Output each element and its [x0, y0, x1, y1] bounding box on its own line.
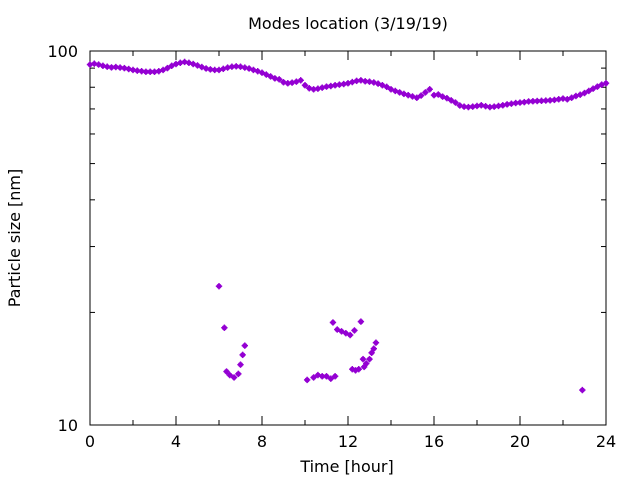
main-mode-point: [529, 98, 537, 105]
x-tick-label: 0: [85, 432, 95, 451]
secondary-mode-point: [355, 365, 362, 373]
main-mode-point: [581, 89, 588, 97]
y-tick-label: 100: [47, 42, 78, 61]
secondary-mode-point: [235, 370, 242, 378]
main-mode-point: [301, 82, 309, 89]
plot-frame: [89, 50, 607, 426]
main-mode-point: [297, 77, 304, 84]
y-axis-label: Particle size [nm]: [5, 169, 24, 308]
secondary-mode-point: [331, 373, 339, 380]
axis-ticks: 0 4 8 12 16 20 24 10 100: [47, 42, 616, 451]
secondary-mode-point: [329, 319, 337, 326]
y-tick-label: 10: [58, 416, 78, 435]
main-mode-point: [426, 86, 433, 93]
main-mode-point: [417, 92, 425, 99]
secondary-mode-point: [372, 339, 380, 346]
main-mode-point: [585, 87, 592, 95]
main-mode-point: [443, 94, 451, 102]
secondary-mode-point: [221, 324, 228, 331]
secondary-mode-point: [230, 374, 238, 381]
main-mode-point: [211, 66, 218, 74]
main-mode-point: [383, 83, 390, 91]
x-tick-label: 24: [596, 432, 616, 451]
secondary-mode-point: [368, 349, 375, 356]
main-mode-point: [168, 62, 175, 69]
secondary-mode-point: [579, 386, 586, 394]
main-mode-point: [116, 64, 124, 71]
secondary-mode-point: [363, 360, 370, 367]
main-mode-point: [263, 71, 270, 78]
secondary-mode-point: [215, 283, 223, 290]
main-mode-point: [276, 76, 283, 83]
main-mode-point: [538, 97, 545, 104]
x-tick-label: 12: [338, 432, 358, 451]
secondary-mode-point: [303, 376, 311, 384]
secondary-mode-point: [323, 373, 330, 380]
main-mode-point: [435, 91, 442, 98]
main-mode-point: [589, 85, 597, 92]
secondary-mode-point: [370, 345, 377, 352]
main-mode-point: [366, 78, 373, 85]
main-mode-point: [198, 63, 205, 71]
main-mode-point: [448, 97, 455, 104]
secondary-mode-point: [310, 374, 317, 381]
main-mode-point: [465, 103, 472, 111]
x-tick-label: 20: [510, 432, 530, 451]
main-mode-point: [594, 83, 601, 90]
main-mode-point: [452, 99, 459, 106]
secondary-mode-point: [226, 371, 233, 379]
secondary-mode-point: [241, 342, 248, 349]
main-mode-point: [413, 94, 420, 101]
main-mode-point: [422, 89, 429, 96]
secondary-mode-point: [239, 351, 246, 359]
x-axis-label: Time [hour]: [299, 457, 393, 476]
secondary-mode-point: [366, 355, 373, 363]
main-mode-point: [147, 68, 154, 75]
secondary-mode-point: [359, 355, 367, 363]
main-mode-point: [164, 64, 171, 72]
chart-title: Modes location (3/19/19): [248, 14, 448, 33]
secondary-mode-point: [319, 373, 326, 380]
main-mode-point: [228, 63, 236, 70]
data-points: [86, 58, 610, 394]
x-tick-label: 4: [171, 432, 181, 451]
x-tick-label: 16: [424, 432, 444, 451]
secondary-mode-point: [334, 326, 341, 333]
secondary-mode-point: [357, 318, 365, 325]
secondary-mode-point: [237, 361, 244, 368]
secondary-mode-point: [346, 331, 354, 339]
x-tick-label: 8: [257, 432, 267, 451]
main-mode-point: [202, 65, 210, 72]
main-mode-point: [602, 80, 610, 87]
main-mode-point: [138, 68, 145, 75]
secondary-mode-point: [327, 375, 334, 382]
main-mode-point: [112, 63, 119, 71]
secondary-mode-point: [223, 368, 230, 375]
secondary-mode-point: [351, 327, 358, 334]
